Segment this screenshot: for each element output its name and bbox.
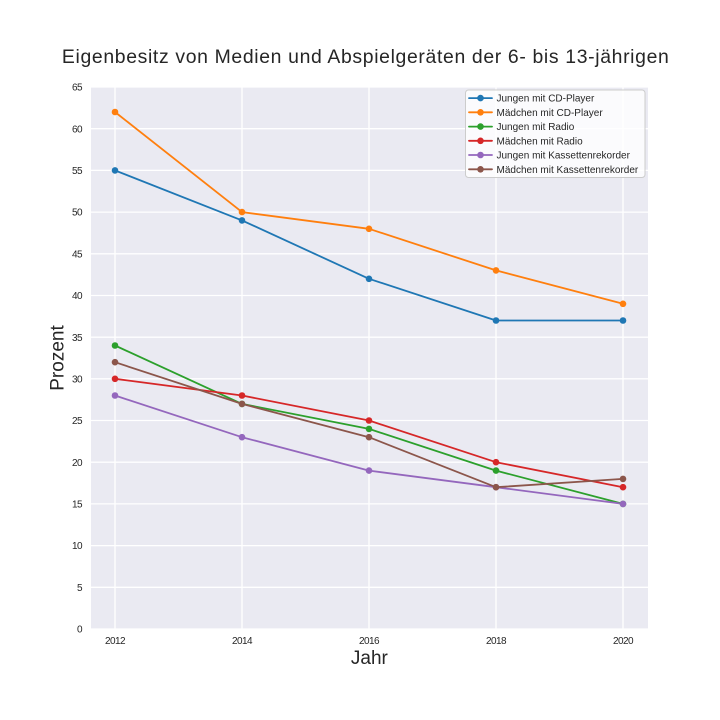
svg-text:50: 50 [72,208,83,219]
svg-text:Mädchen mit Radio: Mädchen mit Radio [497,136,584,147]
svg-text:2016: 2016 [359,636,380,647]
svg-text:0: 0 [77,625,83,636]
svg-text:Jungen mit Kassettenrekorder: Jungen mit Kassettenrekorder [497,151,631,162]
svg-text:Mädchen mit CD-Player: Mädchen mit CD-Player [497,108,604,119]
svg-text:55: 55 [72,166,83,177]
svg-text:2014: 2014 [232,636,253,647]
svg-text:2020: 2020 [613,636,634,647]
svg-text:30: 30 [72,374,83,385]
svg-text:Jahr: Jahr [351,648,389,669]
svg-text:2018: 2018 [486,636,507,647]
svg-text:60: 60 [72,124,83,135]
svg-text:25: 25 [72,416,83,427]
svg-text:2012: 2012 [105,636,126,647]
svg-text:45: 45 [72,249,83,260]
svg-text:35: 35 [72,333,83,344]
svg-text:Jungen mit Radio: Jungen mit Radio [497,122,575,133]
svg-text:10: 10 [72,541,83,552]
svg-text:Jungen mit CD-Player: Jungen mit CD-Player [497,94,595,105]
svg-text:40: 40 [72,291,83,302]
svg-text:20: 20 [72,458,83,469]
svg-text:Mädchen mit Kassettenrekorder: Mädchen mit Kassettenrekorder [497,165,639,176]
svg-text:Prozent: Prozent [48,325,69,391]
svg-text:Eigenbesitz von Medien und Abs: Eigenbesitz von Medien und Abspielgeräte… [62,46,670,68]
svg-text:65: 65 [72,83,83,94]
svg-text:5: 5 [77,583,83,594]
svg-text:15: 15 [72,500,83,511]
